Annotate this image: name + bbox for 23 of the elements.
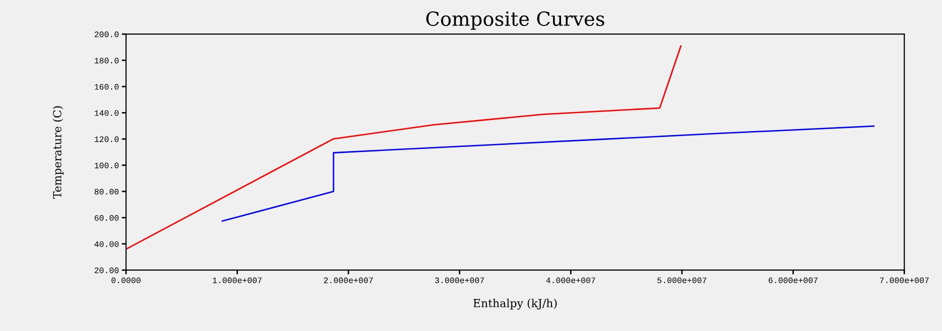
x-tick-label: 2.000e+007: [324, 278, 373, 284]
y-tick-label: 160.0: [94, 84, 119, 90]
line-series: [222, 125, 875, 222]
line-series: [126, 45, 682, 250]
x-tick-label: 1.000e+007: [212, 278, 262, 284]
y-tick-label: 40.00: [94, 241, 119, 247]
y-tick-label: 80.00: [94, 188, 119, 195]
x-tick-label: 6.000e+007: [768, 278, 818, 284]
y-tick-label: 180.0: [94, 58, 119, 64]
y-tick-label: 140.0: [94, 110, 119, 116]
x-tick-label: 3.000e+007: [435, 278, 484, 284]
x-tick-label: 0.0000: [112, 278, 141, 284]
x-tick-label: 7.000e+007: [880, 278, 929, 284]
x-axis-title: Enthalpy (kJ/h): [473, 298, 557, 310]
y-axis-title: Temperature (C): [52, 106, 64, 199]
x-tick-label: 5.000e+007: [657, 278, 706, 284]
chart-title: Composite Curves: [426, 11, 604, 30]
y-tick-label: 100.0: [94, 162, 119, 168]
x-tick-label: 4.000e+007: [546, 278, 596, 284]
y-tick-label: 120.0: [94, 136, 119, 142]
y-tick-label: 60.00: [94, 215, 119, 221]
y-tick-label: 20.00: [94, 268, 119, 274]
y-tick-label: 200.0: [94, 32, 119, 38]
